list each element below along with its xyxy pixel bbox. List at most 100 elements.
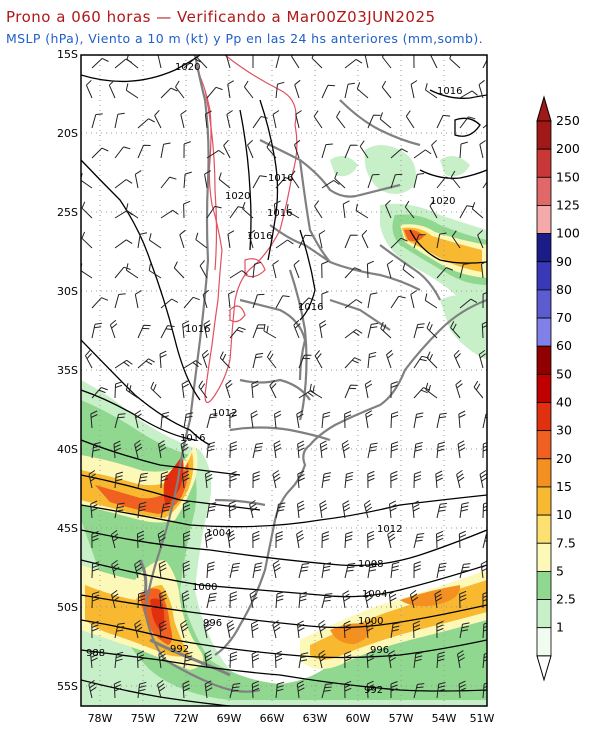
wind-barb — [204, 680, 213, 699]
wind-barb — [459, 116, 476, 129]
wind-barb — [344, 144, 358, 159]
wind-barb — [81, 201, 93, 219]
wind-barb — [410, 80, 418, 99]
wind-barb — [160, 471, 169, 489]
wind-barb — [228, 290, 235, 309]
lat-label-20s: 20S — [57, 127, 78, 140]
wind-barb — [114, 179, 133, 189]
colorbar-swatch — [536, 148, 552, 178]
wind-barb — [252, 324, 265, 339]
isobar-label-1020-a: 1020 — [175, 62, 200, 73]
wind-barb — [125, 83, 139, 99]
isobar-label-1020-b: 1020 — [225, 191, 250, 202]
wind-barb — [183, 200, 191, 219]
wind-barb — [314, 200, 323, 219]
wind-barb — [413, 442, 423, 459]
wind-barb — [252, 352, 264, 369]
wind-barb — [275, 177, 292, 189]
lon-label-75w: 75W — [131, 712, 156, 725]
wind-barb — [198, 380, 208, 399]
wind-barb — [413, 323, 425, 339]
wind-barb — [183, 530, 191, 549]
wind-barb — [251, 380, 259, 399]
wind-barb — [298, 234, 312, 249]
wind-barb — [364, 380, 373, 399]
wind-barb — [137, 118, 155, 129]
isobar-label-1008: 1008 — [358, 559, 383, 570]
colorbar-label: 250 — [556, 113, 580, 128]
wind-barb — [159, 350, 167, 369]
wind-barb — [436, 620, 444, 639]
wind-barb — [252, 55, 254, 68]
wind-barb — [367, 470, 375, 489]
wind-barb — [390, 411, 399, 429]
wind-barb — [436, 267, 454, 279]
wind-barb — [218, 172, 231, 189]
colorbar-swatch — [536, 176, 552, 206]
wind-barb — [298, 563, 310, 579]
wind-barb — [482, 622, 487, 639]
wind-barb — [364, 590, 373, 609]
wind-barb — [274, 410, 282, 429]
wind-barb — [298, 652, 309, 669]
wind-barb — [478, 349, 486, 369]
wind-barb — [386, 349, 394, 369]
wind-barb — [229, 270, 248, 279]
wind-barb — [363, 499, 373, 519]
wind-barb — [459, 563, 471, 579]
wind-barb — [482, 682, 487, 699]
wind-barb — [458, 410, 466, 429]
isobar-label-1016-f: 1016 — [185, 324, 210, 335]
wind-barb — [275, 591, 284, 609]
wind-barb — [125, 203, 139, 219]
wind-barb — [286, 203, 300, 219]
wind-barb — [109, 319, 118, 339]
wind-barb — [134, 559, 143, 579]
wind-barb — [471, 202, 484, 219]
wind-barb — [321, 472, 332, 489]
wind-barb — [114, 112, 125, 129]
isobar-label-1020-c: 1020 — [430, 196, 455, 207]
wind-barb — [183, 412, 194, 429]
wind-barb — [273, 200, 281, 219]
wind-barb — [381, 55, 392, 69]
colorbar-label: 20 — [556, 451, 572, 466]
lon-label-63w: 63W — [303, 712, 328, 725]
wind-barb — [157, 530, 166, 549]
wind-barb — [275, 55, 280, 69]
wind-barb — [91, 57, 109, 69]
wind-barb — [229, 471, 237, 488]
wind-barb — [158, 440, 167, 459]
wind-barb — [160, 502, 171, 519]
wind-barb — [342, 590, 351, 609]
colorbar-label: 15 — [556, 479, 572, 494]
wind-barb — [206, 205, 222, 219]
colorbar-label: 7.5 — [556, 535, 576, 550]
wind-barb — [450, 321, 461, 339]
wind-barb — [202, 289, 210, 309]
wind-barb — [252, 293, 265, 309]
isobar-label-1012-b: 1012 — [377, 524, 402, 535]
wind-barb — [114, 293, 126, 309]
colorbar-swatch — [536, 458, 552, 488]
wind-barb — [148, 233, 162, 249]
wind-barb — [85, 79, 93, 99]
wind-barb — [364, 55, 369, 69]
wind-barb — [242, 202, 254, 219]
colorbar-swatch — [536, 233, 552, 263]
wind-barb — [359, 140, 369, 159]
wind-barb — [413, 561, 421, 579]
lon-label-60w: 60W — [346, 712, 371, 725]
lat-label-50s: 50S — [57, 601, 78, 614]
wind-barb — [459, 298, 478, 309]
colorbar-label: 200 — [556, 141, 580, 156]
wind-barb — [479, 140, 486, 159]
wind-barb — [219, 351, 231, 369]
wind-barb — [225, 55, 231, 69]
map-frame — [80, 54, 488, 707]
wind-barb — [390, 295, 406, 309]
isobar-label-1016-g: 1016 — [180, 433, 205, 444]
wind-barb — [366, 650, 375, 669]
wind-barb — [275, 502, 286, 519]
